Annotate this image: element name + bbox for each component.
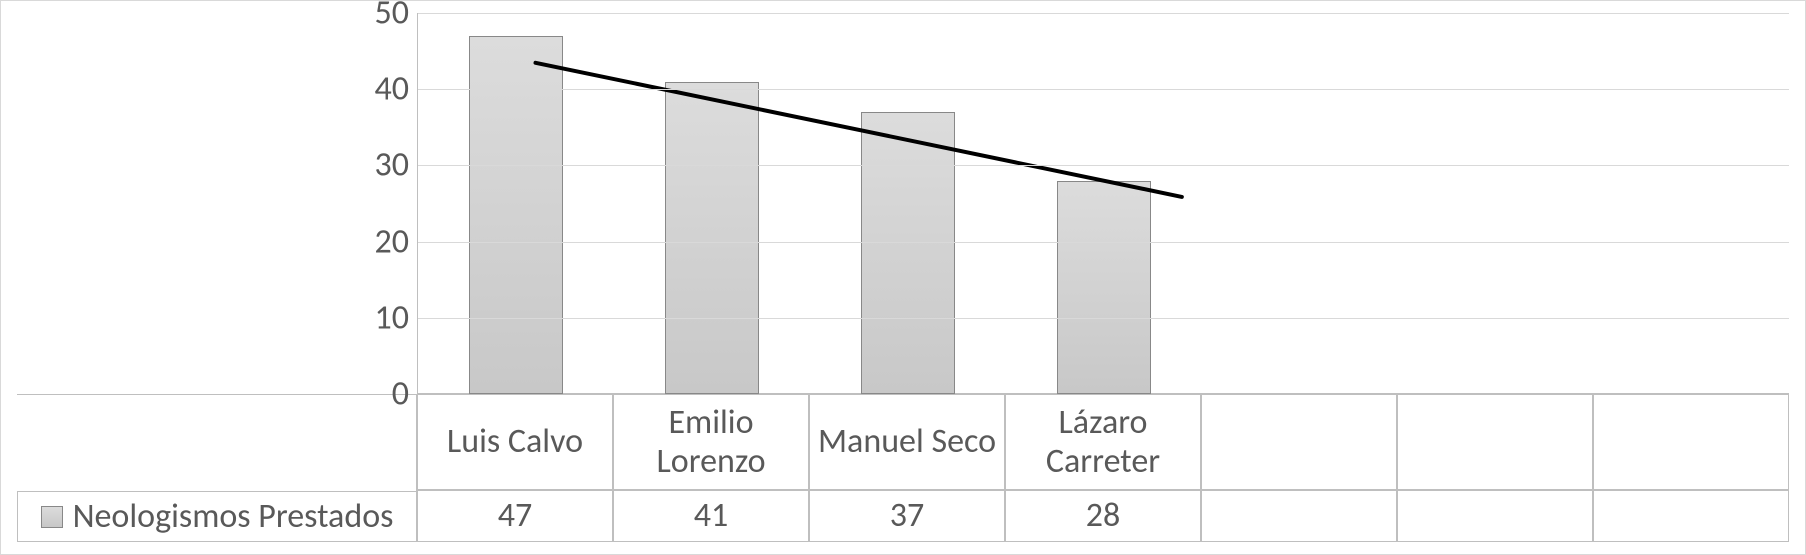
series-label-text: Neologismos Prestados xyxy=(73,496,394,537)
bar-slot xyxy=(1397,13,1593,394)
gridline xyxy=(418,13,1789,14)
y-axis-column: 01020304050 xyxy=(17,13,417,394)
value-cell xyxy=(1201,490,1397,542)
y-tick-label: 30 xyxy=(329,145,409,186)
legend-swatch-icon xyxy=(41,506,63,528)
gridline xyxy=(418,89,1789,90)
category-cell: Luis Calvo xyxy=(417,394,613,490)
bars-group xyxy=(418,13,1789,394)
category-cell xyxy=(1397,394,1593,490)
data-table-left-column: Neologismos Prestados xyxy=(17,394,417,542)
plot-area xyxy=(417,13,1789,394)
category-cell: Manuel Seco xyxy=(809,394,1005,490)
data-table-columns: Luis CalvoEmilio LorenzoManuel SecoLázar… xyxy=(417,394,1789,542)
y-tick-label: 10 xyxy=(329,297,409,338)
category-cell xyxy=(1201,394,1397,490)
plot-row: 01020304050 xyxy=(17,13,1789,394)
category-row: Luis CalvoEmilio LorenzoManuel SecoLázar… xyxy=(417,394,1789,490)
bar xyxy=(665,82,759,394)
bar-slot xyxy=(418,13,614,394)
value-row: 47413728 xyxy=(417,490,1789,542)
value-cell: 47 xyxy=(417,490,613,542)
series-legend: Neologismos Prestados xyxy=(17,491,417,542)
y-tick-label: 0 xyxy=(329,374,409,415)
category-cell: Emilio Lorenzo xyxy=(613,394,809,490)
chart-inner: 01020304050 Neologismos Prestados Luis C… xyxy=(17,13,1789,542)
category-cell xyxy=(1593,394,1789,490)
bar-slot xyxy=(614,13,810,394)
gridline xyxy=(418,318,1789,319)
value-cell: 37 xyxy=(809,490,1005,542)
y-axis: 01020304050 xyxy=(329,13,409,394)
value-cell: 41 xyxy=(613,490,809,542)
bar-slot xyxy=(1006,13,1202,394)
bar-slot xyxy=(1201,13,1397,394)
bar-slot xyxy=(1593,13,1789,394)
y-tick-label: 40 xyxy=(329,69,409,110)
value-cell: 28 xyxy=(1005,490,1201,542)
gridline xyxy=(418,165,1789,166)
data-table: Neologismos Prestados Luis CalvoEmilio L… xyxy=(17,394,1789,542)
value-cell xyxy=(1593,490,1789,542)
category-cell: Lázaro Carreter xyxy=(1005,394,1201,490)
chart-container: 0 10 20 30 40 50 Neologismos Prestados Luis C… xyxy=(0,0,1806,555)
gridline xyxy=(418,242,1789,243)
y-tick-label: 20 xyxy=(329,221,409,262)
bar xyxy=(861,112,955,394)
bar xyxy=(1057,181,1151,394)
bar-slot xyxy=(810,13,1006,394)
value-cell xyxy=(1397,490,1593,542)
y-tick-label: 50 xyxy=(329,0,409,34)
